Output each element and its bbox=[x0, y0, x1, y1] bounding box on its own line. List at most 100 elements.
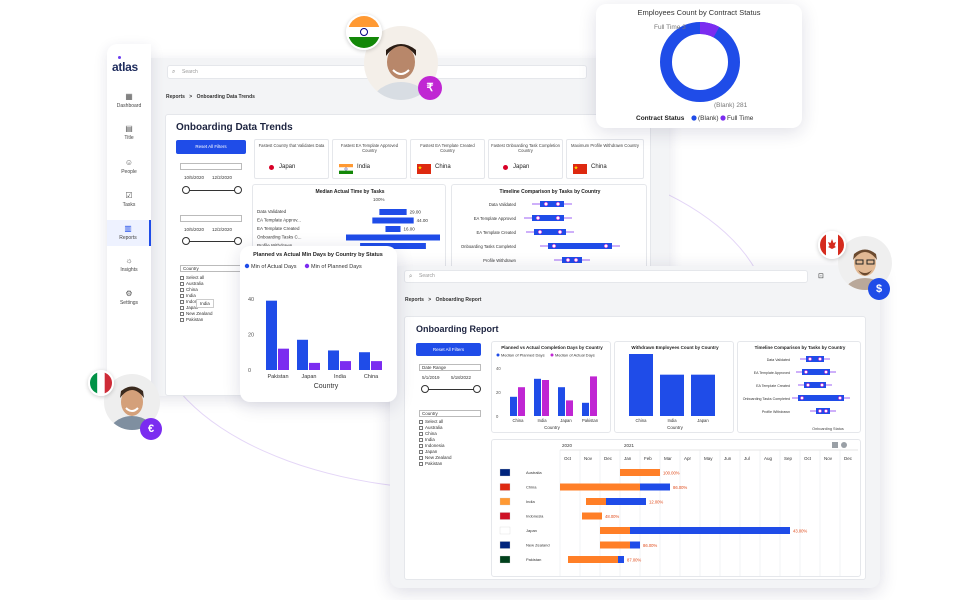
timeline-bar bbox=[802, 369, 830, 375]
x-tick-label: Japan bbox=[560, 418, 572, 423]
checkbox[interactable] bbox=[419, 461, 423, 466]
sidebar-item-title[interactable]: ▤ Title bbox=[107, 124, 151, 141]
y-tick-label: 0 bbox=[248, 368, 251, 374]
country-filter[interactable]: Country bbox=[180, 265, 242, 272]
country-option[interactable]: New Zealand bbox=[419, 455, 479, 461]
timeline-marker bbox=[806, 383, 810, 387]
country-option[interactable]: Australia bbox=[419, 425, 479, 431]
gantt-country-label: Indonesia bbox=[526, 514, 544, 519]
y-tick-label: 0 bbox=[496, 414, 499, 419]
checkbox[interactable] bbox=[180, 305, 184, 310]
contract-status-chart: Employees Count by Contract Status Full T… bbox=[636, 8, 761, 122]
checkbox[interactable] bbox=[419, 455, 423, 460]
country-option[interactable]: Pakistan bbox=[180, 317, 240, 323]
checkbox[interactable] bbox=[180, 317, 184, 322]
date-to: 5/18/2022 bbox=[451, 375, 472, 380]
date-from-2: 10/5/2020 bbox=[184, 227, 205, 232]
checkbox[interactable] bbox=[419, 419, 423, 424]
checkbox[interactable] bbox=[180, 281, 184, 286]
reset-filters-button[interactable]: Reset All Filters bbox=[416, 343, 481, 356]
checkbox[interactable] bbox=[180, 311, 184, 316]
breadcrumb-root[interactable]: Reports bbox=[405, 297, 424, 303]
date-slider-handle[interactable] bbox=[234, 186, 242, 194]
chart-title: Employees Count by Contract Status bbox=[638, 8, 761, 17]
checkbox[interactable] bbox=[180, 287, 184, 292]
breadcrumb-root[interactable]: Reports bbox=[166, 94, 185, 100]
legend-title: Contract Status bbox=[636, 115, 685, 122]
checkbox[interactable] bbox=[180, 293, 184, 298]
planned-vs-actual-chart: Planned vs Actual Min Days by Country by… bbox=[244, 252, 383, 390]
checkbox[interactable] bbox=[180, 275, 184, 280]
search-input[interactable]: ⌕ Search bbox=[404, 270, 808, 283]
kpi-label: Fastest EA Template Created Country bbox=[420, 143, 475, 153]
country-option[interactable]: Select all bbox=[419, 419, 479, 425]
timeline-marker bbox=[537, 229, 543, 235]
legend-planned-marker bbox=[304, 263, 310, 269]
sidebar-item-settings[interactable]: ⚙ Settings bbox=[107, 289, 151, 306]
kpi-value: China bbox=[591, 164, 607, 170]
breadcrumb-separator: > bbox=[189, 94, 193, 100]
median-bar bbox=[346, 234, 440, 241]
country-filter[interactable]: Country bbox=[419, 410, 481, 417]
x-tick-label: Pakistan bbox=[267, 374, 288, 380]
sidebar-item-label: Settings bbox=[119, 300, 139, 306]
country-option[interactable]: China bbox=[180, 287, 240, 293]
month-label: Oct bbox=[804, 456, 812, 461]
country-option[interactable]: Indonesia bbox=[180, 299, 240, 305]
country-list: Select allAustraliaChinaIndiaIndonesiaJa… bbox=[180, 275, 240, 323]
gantt-chart: 2020 2021 Oct Nov Dec Jan Feb Mar Apr May Jun Jul Au… bbox=[491, 439, 861, 577]
country-option[interactable]: Japan bbox=[419, 449, 479, 455]
date-slider-handle[interactable] bbox=[182, 186, 190, 194]
gantt-percent-label: 12.00% bbox=[649, 500, 663, 505]
breadcrumb-separator: > bbox=[428, 297, 432, 303]
country-option[interactable]: Indonesia bbox=[419, 443, 479, 449]
start-date-input-2[interactable] bbox=[180, 215, 242, 222]
date-slider-handle[interactable] bbox=[473, 385, 481, 393]
country-option[interactable]: Select all bbox=[180, 275, 240, 281]
gear-icon: ⚙ bbox=[125, 289, 133, 298]
gantt-actual-bar bbox=[640, 483, 670, 491]
withdrawn-chart-svg: Withdrawn Employees Count by Country Chin… bbox=[629, 345, 719, 430]
country-option[interactable]: India bbox=[180, 293, 240, 299]
sidebar-item-people[interactable]: ☺ People bbox=[107, 158, 151, 175]
sidebar-item-dashboard[interactable]: ▦ Dashboard bbox=[107, 92, 151, 109]
country-option[interactable]: Pakistan bbox=[419, 461, 479, 467]
sidebar-item-insights[interactable]: ☼ Insights bbox=[107, 256, 151, 273]
timeline-bar bbox=[534, 229, 566, 235]
country-option[interactable]: New Zealand bbox=[180, 311, 240, 317]
rupee-badge: ₹ bbox=[418, 76, 442, 100]
country-option[interactable]: Japan bbox=[180, 305, 240, 311]
india-flag-icon bbox=[339, 164, 353, 174]
start-date-input[interactable] bbox=[180, 163, 242, 170]
checkbox[interactable] bbox=[419, 431, 423, 436]
date-slider-handle[interactable] bbox=[182, 237, 190, 245]
date-slider-handle[interactable] bbox=[234, 237, 242, 245]
gantt-planned-bar bbox=[582, 512, 602, 520]
country-option-label: India bbox=[186, 293, 196, 298]
bar bbox=[340, 361, 351, 370]
country-flag-icon bbox=[499, 541, 511, 549]
checkbox[interactable] bbox=[180, 299, 184, 304]
date-slider-handle[interactable] bbox=[421, 385, 429, 393]
sidebar-item-reports[interactable]: ▥ Reports bbox=[107, 220, 151, 246]
timeline-marker bbox=[818, 409, 822, 413]
checkbox[interactable] bbox=[419, 449, 423, 454]
sidebar-item-tasks[interactable]: ☑ Tasks bbox=[107, 191, 151, 208]
cart-icon[interactable]: ⊡ bbox=[818, 273, 824, 280]
reset-filters-button[interactable]: Reset All Filters bbox=[176, 140, 246, 154]
country-option[interactable]: China bbox=[419, 431, 479, 437]
gantt-percent-label: 48.00% bbox=[605, 514, 619, 519]
country-option[interactable]: India bbox=[419, 437, 479, 443]
checkbox[interactable] bbox=[419, 443, 423, 448]
slice-label-blank: (Blank) 281 bbox=[714, 102, 748, 109]
app-logo[interactable]: atlas bbox=[112, 60, 138, 74]
date-range-input[interactable]: Date Range bbox=[419, 364, 481, 371]
timeline-marker bbox=[535, 215, 541, 221]
checkbox[interactable] bbox=[419, 425, 423, 430]
country-option-label: New Zealand bbox=[425, 455, 452, 460]
legend-planned-marker bbox=[496, 353, 500, 357]
country-option[interactable]: Australia bbox=[180, 281, 240, 287]
checkbox[interactable] bbox=[419, 437, 423, 442]
timeline-marker bbox=[555, 201, 561, 207]
month-label: Mar bbox=[664, 456, 672, 461]
